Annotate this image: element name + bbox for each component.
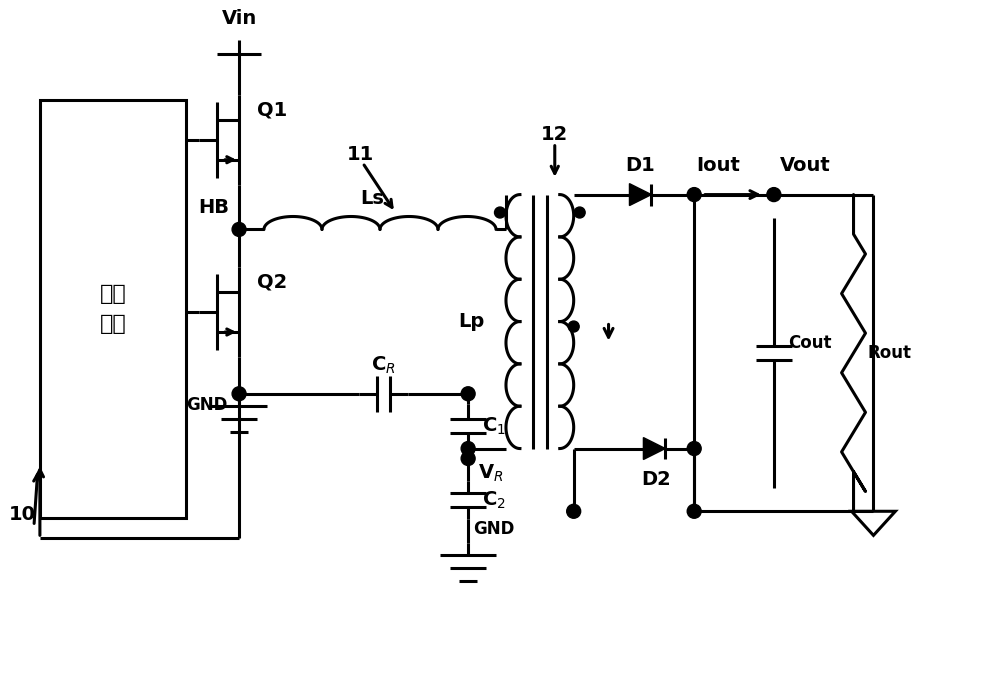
Text: Cout: Cout <box>788 334 831 352</box>
Text: V$_R$: V$_R$ <box>478 462 504 484</box>
Circle shape <box>461 452 475 466</box>
Text: Q2: Q2 <box>257 273 287 292</box>
Text: Vin: Vin <box>221 9 257 28</box>
Text: C$_2$: C$_2$ <box>482 490 506 511</box>
Polygon shape <box>643 437 665 460</box>
Text: 10: 10 <box>8 506 35 524</box>
Circle shape <box>567 504 581 518</box>
Circle shape <box>568 321 579 332</box>
Circle shape <box>495 207 505 218</box>
Circle shape <box>232 222 246 237</box>
Circle shape <box>461 441 475 456</box>
Text: D2: D2 <box>641 470 671 489</box>
Bar <box>40 100 186 518</box>
Text: 控制
电路: 控制 电路 <box>100 284 126 334</box>
Text: Iout: Iout <box>696 156 740 175</box>
Text: 11: 11 <box>347 146 374 164</box>
Circle shape <box>232 387 246 401</box>
Text: Rout: Rout <box>867 344 911 362</box>
Text: C$_1$: C$_1$ <box>482 415 506 437</box>
Text: Lp: Lp <box>458 312 484 331</box>
Text: Vout: Vout <box>780 156 831 175</box>
Text: 12: 12 <box>541 125 568 144</box>
Text: D1: D1 <box>626 156 655 175</box>
Circle shape <box>687 504 701 518</box>
Circle shape <box>687 441 701 456</box>
Circle shape <box>574 207 585 218</box>
Text: Ls: Ls <box>361 189 384 208</box>
Text: GND: GND <box>186 396 227 414</box>
Text: GND: GND <box>473 520 514 538</box>
Text: C$_R$: C$_R$ <box>371 355 396 376</box>
Circle shape <box>767 187 781 202</box>
Circle shape <box>687 187 701 202</box>
Text: Q1: Q1 <box>257 100 287 119</box>
Text: HB: HB <box>198 199 229 218</box>
Circle shape <box>461 387 475 401</box>
Polygon shape <box>629 183 651 206</box>
